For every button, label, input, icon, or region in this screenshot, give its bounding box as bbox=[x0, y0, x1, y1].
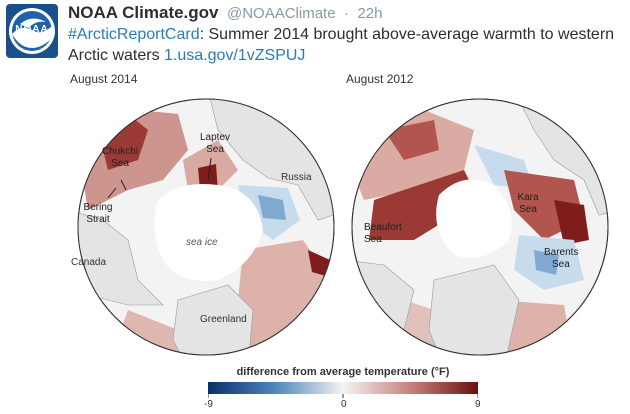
label-sea-ice: sea ice bbox=[186, 237, 218, 248]
logo-text: NOAA bbox=[15, 24, 49, 35]
tweet-body: : Summer 2014 brought above-average warm… bbox=[68, 26, 615, 64]
left-arctic-map: Chukchi Sea Laptev Sea Russia Bering Strait… bbox=[71, 98, 335, 356]
legend-title: difference from average temperature (°F) bbox=[236, 366, 450, 378]
label-greenland: Greenland bbox=[200, 314, 247, 325]
right-map-title: August 2012 bbox=[346, 72, 414, 86]
label-kara-sea: Kara Sea bbox=[517, 192, 539, 215]
timestamp[interactable]: 22h bbox=[357, 5, 383, 22]
hashtag-link[interactable]: #ArcticReportCard bbox=[68, 26, 200, 43]
author-name[interactable]: NOAA Climate.gov bbox=[68, 3, 219, 22]
label-russia: Russia bbox=[281, 172, 312, 183]
legend-min-label: -9 bbox=[204, 399, 213, 410]
separator: · bbox=[344, 5, 350, 22]
author-line: NOAA Climate.gov @NOAAClimate · 22h bbox=[68, 3, 383, 23]
legend-color-bar bbox=[208, 382, 478, 398]
tweet-text: #ArcticReportCard: Summer 2014 brought a… bbox=[68, 24, 628, 66]
avatar[interactable]: NOAA bbox=[6, 4, 58, 58]
legend-mid-label: 0 bbox=[341, 399, 347, 410]
url-link[interactable]: 1.usa.gov/1vZSPUJ bbox=[164, 47, 306, 64]
label-barents-sea: Barents Sea bbox=[544, 247, 578, 270]
author-handle[interactable]: @NOAAClimate bbox=[226, 5, 336, 22]
label-bering-strait: Bering Strait bbox=[84, 202, 113, 225]
label-canada: Canada bbox=[71, 257, 106, 268]
label-beaufort-sea: Beaufort Sea bbox=[364, 222, 402, 245]
right-arctic-map: Kara Sea Beaufort Sea Barents Sea bbox=[351, 98, 609, 356]
left-map-title: August 2014 bbox=[70, 72, 138, 86]
label-chukchi-sea: Chukchi Sea bbox=[102, 146, 138, 169]
legend-max-label: 9 bbox=[475, 399, 481, 410]
tweet-image[interactable]: August 2014 August 2012 bbox=[68, 66, 618, 412]
noaa-logo-icon bbox=[6, 4, 58, 58]
label-laptev-sea: Laptev Sea bbox=[200, 132, 230, 155]
